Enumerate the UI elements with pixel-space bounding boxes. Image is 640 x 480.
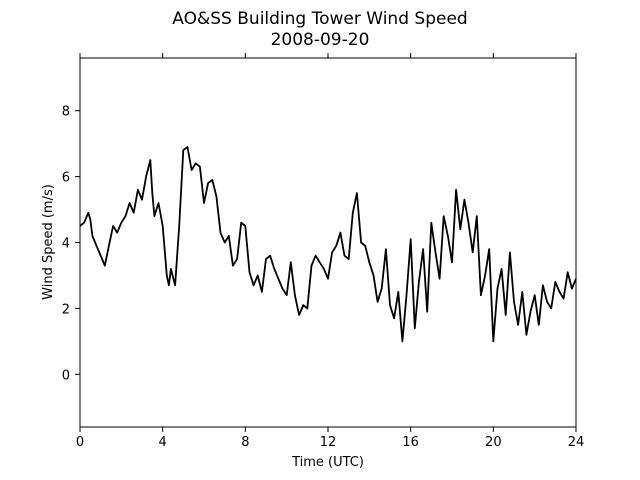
x-tick-label: 24: [568, 435, 585, 450]
x-tick-label: 8: [241, 435, 249, 450]
y-axis-ticks: 0 2 4 6 8: [62, 105, 80, 383]
x-axis-ticks: 0 4 8 12 16 20 24: [76, 53, 584, 450]
wind-speed-line: [79, 146, 577, 343]
chart-title: AO&SS Building Tower Wind Speed: [172, 9, 467, 29]
plot-frame: [79, 57, 577, 428]
y-tick-label: 6: [62, 171, 70, 186]
x-tick-label: 0: [76, 435, 84, 450]
y-tick-label: 8: [62, 105, 70, 120]
x-tick-label: 4: [159, 435, 167, 450]
y-tick-label: 0: [62, 368, 70, 383]
chart-subtitle: 2008-09-20: [271, 30, 370, 50]
y-axis-label: Wind Speed (m/s): [41, 184, 56, 300]
x-axis-label: Time (UTC): [291, 455, 364, 470]
y-tick-label: 4: [62, 237, 70, 252]
x-tick-label: 20: [485, 435, 502, 450]
x-tick-label: 12: [320, 435, 337, 450]
x-tick-label: 16: [402, 435, 419, 450]
y-tick-label: 2: [62, 302, 70, 317]
